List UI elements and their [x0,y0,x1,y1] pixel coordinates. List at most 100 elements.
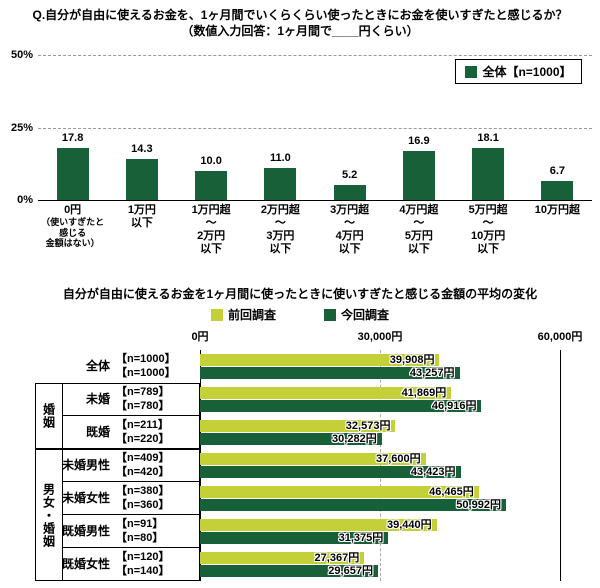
row-n-label: 【n=789】 【n=780】 [116,386,170,412]
x-category-label: 5万円超～ 10万円 以下 [468,204,508,255]
chart1-subtitle: （数値入力回答：1ヶ月間で____円くらい） [181,24,419,38]
row-n-label: 【n=380】 【n=360】 [116,485,170,511]
current-survey-bar [200,532,389,544]
row-bars: 39,908円 43,257円 [200,350,560,383]
chart1-bar [125,158,158,200]
chart1-bar [541,180,574,200]
current-survey-bar [200,400,482,412]
x-tick-label: 30,000円 [357,331,403,343]
legend-label-zentai: 全体【n=1000】 [482,65,572,79]
row-cell-border [62,416,200,449]
chart1-bar-value: 14.3 [131,142,153,155]
chart1-bar-value: 18.1 [477,131,499,144]
prev-survey-value: 32,573円 [345,420,391,432]
legend-label: 前回調査 [227,308,276,322]
chart1-bar-value: 11.0 [269,152,291,165]
chart1-bar [333,184,366,200]
row-label: 未婚 [85,392,110,406]
row-n-label: 【n=211】 【n=220】 [116,419,170,445]
prev-survey-bar [200,552,365,564]
legend-item: 今回調査 [324,306,389,323]
prev-survey-value: 37,600円 [375,453,421,465]
legend-swatch [210,308,223,321]
current-survey-bar [200,565,378,577]
chart1-bar [472,147,505,200]
row-bars: 39,440円 31,375円 [200,515,560,548]
chart1-x-axis-labels: 0円 （使いすぎたと 感じる 金額はない） 1万円 以下 1万円超～ 2万円 以下 2万円超～ 3万… [38,204,592,256]
current-survey-value: 29,657円 [328,565,373,577]
current-survey-bar [200,466,461,478]
gridline [38,55,592,56]
prev-survey-bar [200,354,440,366]
x-category-label: 4万円超～ 5万円 以下 [399,204,439,255]
chart1-title: Q.自分が自由に使えるお金を、1ヶ月間でいくらくらい使ったときにお金を使いすぎた… [32,8,568,22]
chart2-plot: 婚姻 男女・婚姻 全体 【n=1000】 【n=1000】 39,908円 43,257円未… [35,350,565,581]
prev-survey-bar [200,420,396,432]
chart2-x-axis-labels: 0円 30,000円 60,000円 [35,328,600,343]
row-cell-border [62,449,200,482]
x-category-label: 0円 （使いすぎたと 感じる 金額はない） [41,204,105,248]
row-bars: 37,600円 43,423円 [200,449,560,482]
chart1-bar [264,168,297,200]
legend-swatch-zentai [465,65,478,78]
prev-survey-value: 39,908円 [389,354,435,366]
row-cell-border [62,515,200,548]
row-bars: 27,367円 29,657円 [200,548,560,581]
prev-survey-value: 46,465円 [429,486,474,498]
row-cell-border [62,482,200,515]
row-label: 全体 [85,359,110,373]
chart1-bar-value: 16.9 [408,134,430,147]
chart1-legend: 全体【n=1000】 [455,59,582,84]
x-category-label: 3万円超～ 4万円 以下 [330,204,370,255]
current-survey-value: 50,992円 [456,499,501,511]
current-survey-value: 46,916円 [431,400,477,412]
chart2-title: 自分が自由に使えるお金を1ヶ月間に使ったときに使いすぎたと感じる金額の平均の変化 [62,287,538,301]
prev-survey-value: 41,869円 [401,387,447,399]
x-tick-label: 60,000円 [537,331,583,343]
y-axis-label: 50% [10,49,33,61]
x-tick-label: 0円 [191,331,209,343]
row-label: 既婚男性 [62,524,111,538]
row-cell-border [62,548,200,581]
row-label: 既婚女性 [62,557,111,571]
chart1-plot: 50% 25% 0% 17.8 14.3 10.0 11.0 5.2 16.9 18.1 6.7 [11,49,592,206]
row-label: 未婚女性 [62,491,111,505]
row-n-label: 【n=409】 【n=420】 [116,452,170,478]
row-cell-border [62,383,200,416]
x-category-label: 1万円 以下 [127,204,156,229]
row-bars: 46,465円 50,992円 [200,482,560,515]
chart1-bar [402,151,435,200]
x-category-label: 1万円超～ 2万円 以下 [191,204,231,255]
y-axis-label: 25% [10,121,33,134]
prev-survey-bar [200,387,452,399]
row-bars: 32,573円 30,282円 [200,416,560,449]
current-survey-value: 30,282円 [332,433,377,445]
x-category-label: 10万円超 [534,204,580,216]
prev-survey-bar [200,453,426,465]
chart1-bar-value: 17.8 [61,132,84,145]
row-n-label: 【n=120】 【n=140】 [116,551,170,577]
chart1-bar [195,171,228,200]
current-survey-value: 43,423円 [410,466,456,478]
legend-swatch [324,308,336,321]
chart1-bar [56,148,89,200]
prev-survey-value: 39,440円 [386,519,432,531]
prev-survey-bar [200,519,437,531]
legend-item: 前回調査 [210,306,276,323]
gridline [560,350,561,581]
gridline [38,127,592,129]
x-category-label: 2万円超～ 3万円 以下 [260,204,300,255]
current-survey-value: 31,375円 [338,532,384,544]
row-n-label: 【n=91】 【n=80】 [116,518,164,544]
row-label: 未婚男性 [62,458,111,472]
chart1-bar-value: 5.2 [341,168,358,181]
gridline [200,350,201,581]
current-survey-bar [200,499,506,511]
current-survey-bar [200,433,382,445]
prev-survey-value: 27,367円 [314,552,360,564]
prev-survey-bar [200,486,479,498]
chart1-bar-value: 6.7 [549,164,566,177]
gridline [380,350,381,581]
row-n-label: 【n=1000】 【n=1000】 [116,353,176,379]
